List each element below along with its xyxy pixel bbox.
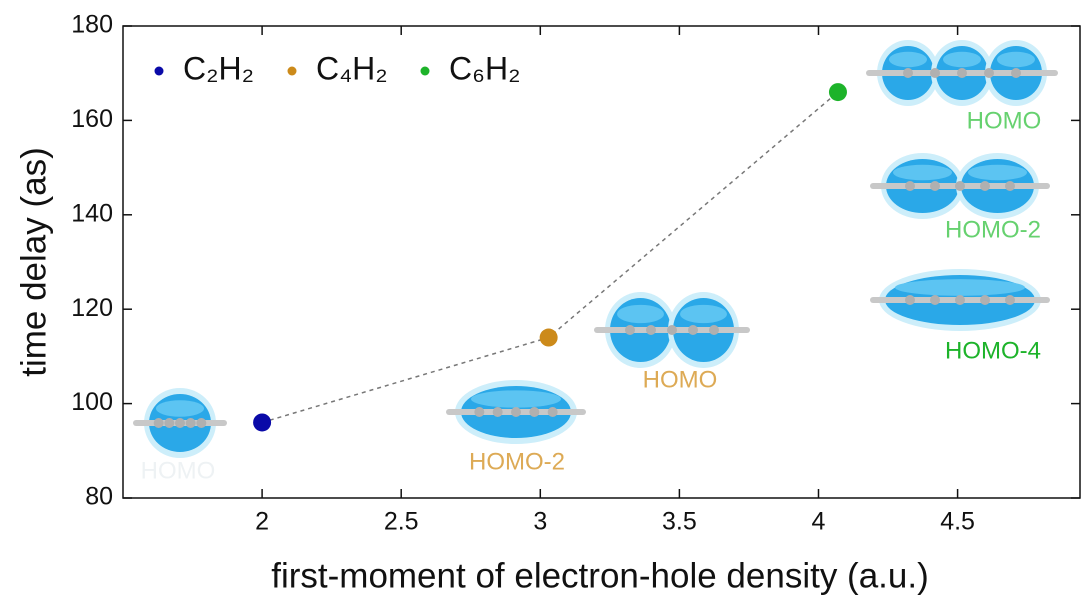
chart: first-moment of electron-hole density (a… [0,0,1083,604]
x-tick-label: 2.5 [384,508,419,536]
atom [957,68,967,78]
atom [493,407,503,417]
orbital-shine [680,305,727,323]
atom [154,418,164,428]
x-tick-label: 4.5 [940,508,975,536]
data-point [253,413,271,431]
atom [980,181,990,191]
data-point [829,83,847,101]
y-tick-label: 120 [71,294,113,322]
legend-marker [421,67,430,76]
atom [196,418,206,428]
atom [164,418,174,428]
atom [930,68,940,78]
atom [903,68,913,78]
atom [548,407,558,417]
y-axis-label: time delay (as) [14,147,53,377]
x-tick-label: 3.5 [662,508,697,536]
atom [930,181,940,191]
orbital-picture [597,292,747,368]
orbital-shine [968,165,1027,180]
orbital-label: HOMO-2 [469,448,565,475]
legend-marker [288,67,297,76]
atom [667,325,677,335]
atom [511,407,521,417]
orbital-picture [136,388,224,458]
legend-label: C₆H₂ [449,50,521,86]
data-point [540,329,558,347]
legend-label: C₄H₂ [316,50,388,86]
atom [1005,181,1015,191]
orbital-shine [895,279,1025,296]
atom [1005,295,1015,305]
y-tick-label: 100 [71,388,113,416]
x-tick-label: 4 [812,508,826,536]
orbital-shine [617,305,664,323]
atom [984,68,994,78]
legend-marker [155,67,164,76]
x-tick-label: 2 [255,508,269,536]
atom [1011,68,1021,78]
x-tick-label: 3 [533,508,547,536]
orbital-shine [889,52,927,67]
orbital-shine [943,52,981,67]
atom [905,181,915,191]
atom [955,181,965,191]
orbital-shine [471,390,561,407]
y-tick-label: 180 [71,11,113,39]
orbital-label: HOMO [967,107,1042,134]
atom [930,295,940,305]
atom [474,407,484,417]
atom [625,325,635,335]
orbital-shine [156,400,204,417]
orbital-label: HOMO [643,366,718,393]
atom [529,407,539,417]
orbital-shine [997,52,1035,67]
orbital-picture [869,40,1055,106]
orbital-label: HOMO [141,457,216,484]
atom [955,295,965,305]
orbital-picture [449,380,583,444]
orbital-label: HOMO-4 [945,337,1041,364]
atom [709,325,719,335]
atom [175,418,185,428]
y-tick-label: 80 [85,483,113,511]
legend-label: C₂H₂ [183,50,254,86]
orbital-shine [893,165,952,180]
y-tick-label: 160 [71,105,113,133]
orbital-label: HOMO-2 [945,216,1041,243]
orbital-picture [873,153,1047,219]
connecting-line [262,92,838,422]
atom [980,295,990,305]
atom [905,295,915,305]
atom [646,325,656,335]
y-tick-label: 140 [71,199,113,227]
atom [186,418,196,428]
atom [688,325,698,335]
orbital-picture [873,269,1047,331]
x-axis-label: first-moment of electron-hole density (a… [271,556,928,595]
